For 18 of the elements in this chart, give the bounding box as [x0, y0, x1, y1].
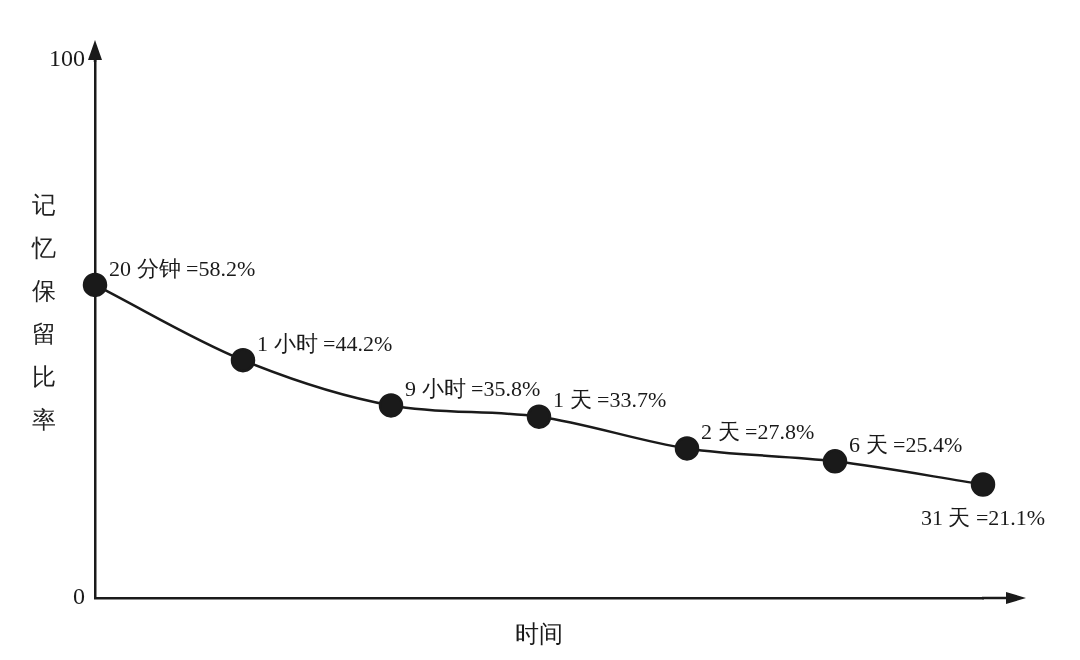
point	[822, 449, 848, 474]
data-label: 1 小时 =44.2%	[257, 330, 393, 356]
point	[230, 347, 256, 373]
point	[526, 404, 552, 429]
point	[82, 272, 108, 298]
point	[970, 472, 996, 497]
data-label: 20 分钟 =58.2%	[109, 255, 256, 281]
data-label: 2 天 =27.8%	[701, 419, 815, 445]
data-label: 31 天 =21.1%	[920, 505, 1046, 531]
x-axis-title: 时间	[515, 620, 563, 647]
y-tick-label: 100	[49, 45, 85, 72]
y-tick-label: 0	[73, 583, 85, 610]
data-label: 9 小时 =35.8%	[405, 376, 541, 402]
data-label: 6 天 =25.4%	[849, 432, 963, 458]
point	[674, 436, 700, 461]
data-label: 1 天 =33.7%	[553, 387, 667, 413]
y-axis-title: 记忆保留比率	[32, 191, 56, 435]
point	[378, 393, 404, 418]
